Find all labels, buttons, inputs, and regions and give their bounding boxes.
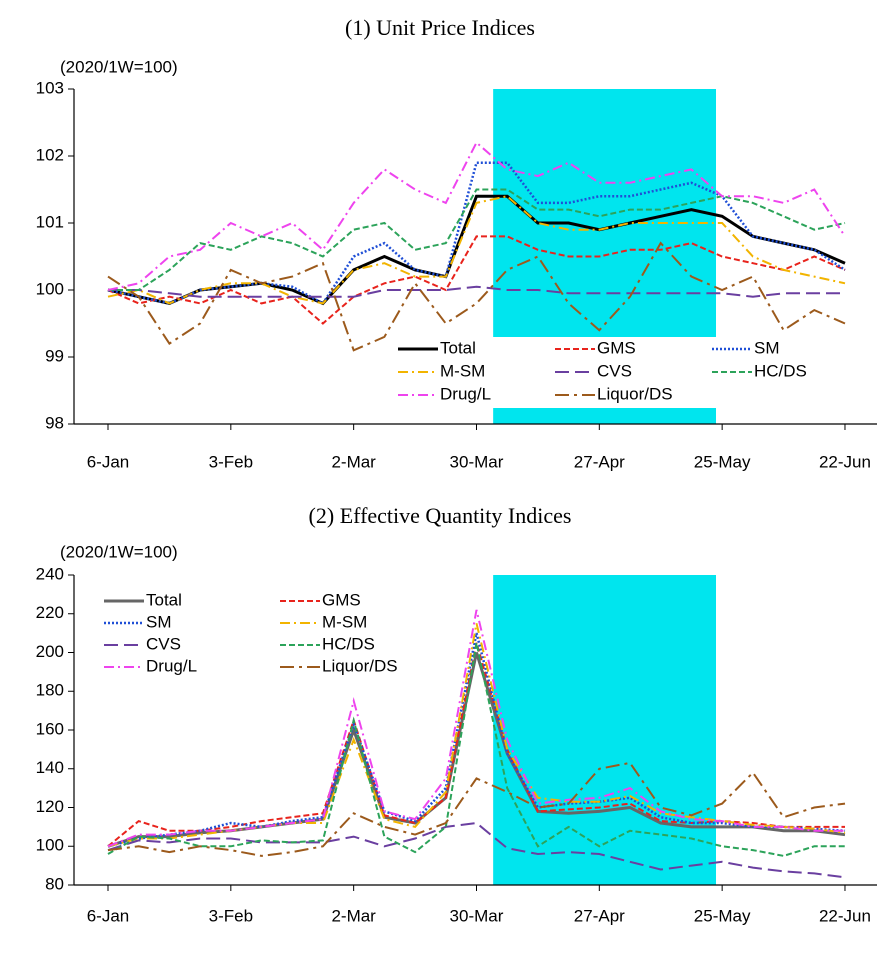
legend-label: Liquor/DS [597, 384, 673, 403]
y-tick-label: 200 [36, 642, 64, 661]
y-tick-label: 140 [36, 758, 64, 777]
series-line [107, 642, 845, 857]
y-tick-label: 101 [36, 212, 64, 231]
legend-label: GMS [322, 590, 361, 609]
y-tick-label: 240 [36, 564, 64, 583]
legend-label: CVS [146, 634, 181, 653]
legend-label: HC/DS [322, 634, 375, 653]
x-tick-label: 6-Jan [87, 906, 130, 925]
legend-label: Drug/L [146, 656, 197, 675]
x-tick-label: 27-Apr [574, 906, 625, 925]
series-line [107, 632, 846, 848]
series-line [107, 761, 846, 857]
y-tick-label: 180 [36, 681, 64, 700]
x-tick-label: 6-Jan [87, 452, 130, 471]
series-line [107, 194, 846, 306]
x-tick-label: 22-Jun [819, 906, 871, 925]
y-tick-label: 99 [45, 346, 64, 365]
y-tick-label: 120 [36, 797, 64, 816]
series-line [107, 195, 846, 305]
legend-label: SM [754, 338, 780, 357]
y-tick-label: 98 [45, 413, 64, 432]
legend-label: M-SM [322, 612, 367, 631]
series-line [107, 235, 846, 325]
y-tick-label: 103 [36, 78, 64, 97]
plot-lines [107, 609, 846, 879]
shaded-period [493, 575, 717, 885]
series-line [107, 609, 845, 848]
series-line [107, 652, 846, 848]
legend-label: GMS [597, 338, 636, 357]
legend-label: M-SM [440, 361, 485, 380]
y-unit-label: (2020/1W=100) [60, 542, 178, 561]
legend-label: CVS [597, 361, 632, 380]
y-tick-label: 80 [45, 874, 64, 893]
legend-label: SM [146, 612, 172, 631]
legend-box [388, 337, 852, 408]
x-tick-label: 30-Mar [450, 906, 504, 925]
legend-label: Liquor/DS [322, 656, 398, 675]
plot-lines [107, 141, 846, 352]
series-line [107, 642, 845, 848]
y-tick-label: 100 [36, 279, 64, 298]
y-tick-label: 100 [36, 836, 64, 855]
x-tick-label: 25-May [694, 906, 751, 925]
x-tick-label: 30-Mar [450, 452, 504, 471]
x-tick-label: 27-Apr [574, 452, 625, 471]
x-tick-label: 3-Feb [209, 452, 253, 471]
x-tick-label: 22-Jun [819, 452, 871, 471]
y-tick-label: 160 [36, 719, 64, 738]
chart-title: (1) Unit Price Indices [345, 15, 535, 40]
x-tick-label: 3-Feb [209, 906, 253, 925]
series-line [107, 821, 846, 879]
chart-title: (2) Effective Quantity Indices [309, 503, 572, 528]
legend-label: HC/DS [754, 361, 807, 380]
x-tick-label: 25-May [694, 452, 751, 471]
series-line [107, 241, 846, 352]
series-line [108, 285, 845, 298]
y-tick-label: 102 [36, 145, 64, 164]
y-unit-label: (2020/1W=100) [60, 57, 178, 76]
legend-label: Drug/L [440, 384, 491, 403]
legend-label: Total [440, 338, 476, 357]
series-line [107, 141, 846, 291]
x-tick-label: 2-Mar [331, 906, 376, 925]
y-tick-label: 220 [36, 603, 64, 622]
legend-label: Total [146, 590, 182, 609]
x-tick-label: 2-Mar [331, 452, 376, 471]
